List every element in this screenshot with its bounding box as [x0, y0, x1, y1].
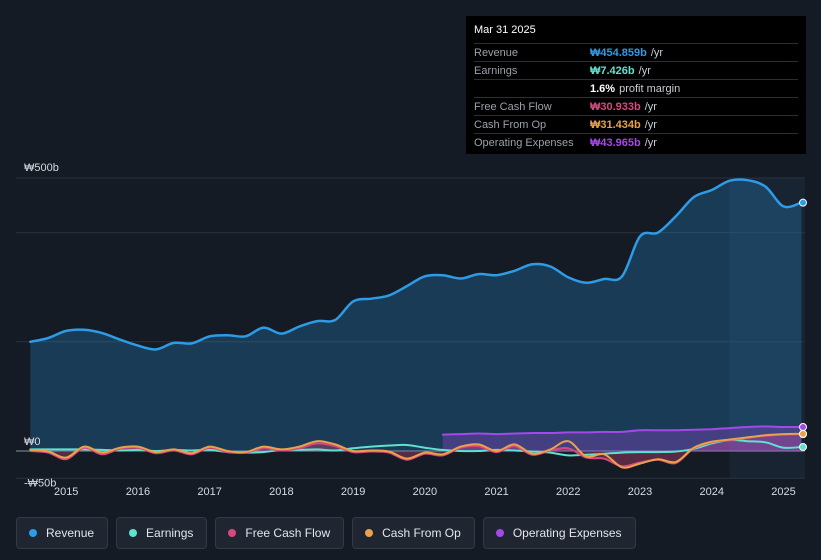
x-tick-label: 2018	[269, 486, 293, 498]
legend-dot-icon	[495, 529, 504, 537]
series-lines	[29, 178, 803, 469]
tooltip-row-suffix: /yr	[644, 101, 657, 113]
tooltip-row-suffix: /yr	[638, 65, 651, 77]
tooltip-date: Mar 31 2025	[474, 24, 536, 36]
tooltip-row: Free Cash Flow ₩30.933b /yr	[474, 97, 798, 115]
y-tick-label: ₩500b	[24, 162, 59, 174]
tooltip-row-suffix: /yr	[650, 47, 664, 59]
tooltip-row-label: Free Cash Flow	[474, 101, 552, 113]
chart-legend: Revenue Earnings Free Cash Flow Cash From O…	[16, 517, 636, 549]
tooltip-row-suffix: /yr	[644, 119, 657, 131]
tooltip-row: Earnings ₩7.426b /yr	[474, 61, 798, 79]
tooltip-row: Revenue ₩454.859b /yr	[474, 43, 798, 61]
tooltip-rows: Revenue ₩454.859b /yr Earnings ₩7.426b /yr 1…	[474, 43, 798, 151]
x-tick-label: 2025	[771, 486, 795, 498]
legend-label: Earnings	[146, 526, 194, 540]
revenue-end-point	[799, 198, 807, 207]
earnings-line	[29, 439, 803, 457]
legend-dot-icon	[129, 529, 138, 537]
tooltip-row-label: Cash From Op	[474, 119, 547, 131]
legend-dot-icon	[29, 529, 37, 537]
tooltip-row-value: ₩30.933b	[590, 101, 641, 113]
tooltip-row-label: Revenue	[474, 47, 519, 59]
x-tick-label: 2017	[197, 486, 221, 498]
tooltip-row-label: Earnings	[474, 65, 518, 77]
cash-from-op-end-point	[799, 429, 807, 438]
legend-label: Cash From Op	[382, 526, 461, 540]
tooltip-row: Cash From Op ₩31.434b /yr	[474, 115, 798, 133]
legend-item-operating-expenses[interactable]: Operating Expenses	[482, 517, 636, 549]
tooltip-row-suffix: profit margin	[619, 83, 681, 95]
revenue-area	[30, 179, 802, 451]
legend-dot-icon	[228, 529, 237, 537]
x-tick-label: 2019	[341, 486, 365, 498]
tooltip-row-value: ₩454.859b	[590, 47, 647, 59]
tooltip-row-value: ₩31.434b	[590, 119, 641, 131]
tooltip-row-label: Operating Expenses	[474, 137, 574, 149]
x-tick-label: 2022	[556, 486, 580, 498]
x-tick-label: 2020	[413, 486, 437, 498]
legend-dot-icon	[365, 529, 374, 537]
operating-expenses-area	[442, 426, 802, 451]
y-axis-labels: ₩500b ₩0 -₩50b	[24, 162, 59, 489]
y-tick-label: -₩50b	[24, 477, 56, 489]
y-tick-label: ₩0	[24, 436, 41, 448]
x-tick-label: 2024	[700, 486, 724, 498]
legend-label: Operating Expenses	[512, 526, 622, 540]
chart-canvas: ₩500b ₩0 -₩50b 2015 2016 2017 2018 2019 2020 202…	[16, 162, 807, 498]
tooltip-row-suffix: /yr	[644, 137, 657, 149]
revenue-line	[29, 178, 803, 351]
earnings-end-point	[799, 442, 807, 451]
legend-label: Free Cash Flow	[245, 526, 331, 540]
x-axis-labels: 2015 2016 2017 2018 2019 2020 2021 2022 2023 2024…	[54, 486, 796, 498]
legend-item-earnings[interactable]: Earnings	[116, 517, 208, 549]
tooltip-row-value: ₩7.426b	[590, 65, 635, 77]
free-cash-flow-area	[30, 434, 802, 467]
free-cash-flow-line	[29, 433, 803, 468]
tooltip-row: 1.6% profit margin	[474, 79, 798, 97]
tooltip-row-value: ₩43.965b	[590, 137, 641, 149]
x-tick-label: 2015	[54, 486, 78, 498]
tooltip-panel: Mar 31 2025 Revenue ₩454.859b /yr Earnings…	[466, 16, 806, 154]
operating-expenses-line	[441, 425, 803, 436]
legend-item-revenue[interactable]: Revenue	[16, 517, 109, 549]
legend-item-cash-from-op[interactable]: Cash From Op	[352, 517, 475, 549]
tooltip-row-value: 1.6%	[590, 83, 616, 95]
legend-label: Revenue	[46, 526, 95, 540]
legend-item-free-cash-flow[interactable]: Free Cash Flow	[215, 517, 345, 549]
tooltip-row: Operating Expenses ₩43.965b /yr	[474, 133, 798, 151]
end-markers	[799, 198, 807, 451]
x-tick-label: 2021	[484, 486, 508, 498]
operating-expenses-end-point	[799, 422, 807, 431]
x-tick-label: 2016	[126, 486, 150, 498]
x-tick-label: 2023	[628, 486, 652, 498]
cash-from-op-line	[29, 432, 803, 469]
series-areas	[30, 179, 802, 467]
